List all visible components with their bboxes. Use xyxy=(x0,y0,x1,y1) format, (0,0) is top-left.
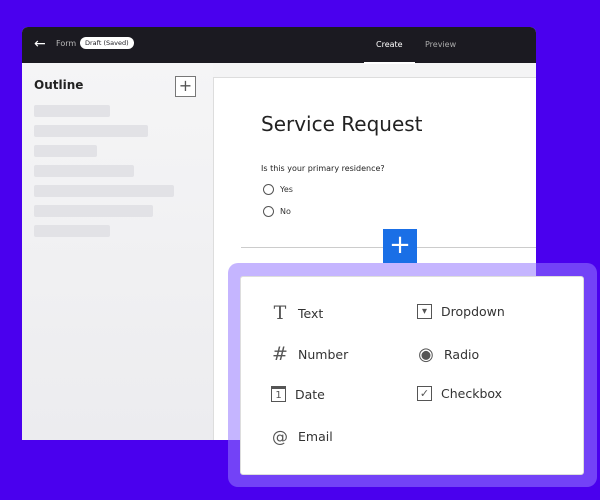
skeleton-item xyxy=(34,185,174,197)
skeleton-item xyxy=(34,125,148,137)
radio-option-yes[interactable]: Yes xyxy=(263,184,293,195)
menu-item-email[interactable]: @ Email xyxy=(271,426,333,446)
menu-item-radio[interactable]: ◉ Radio xyxy=(417,343,480,365)
question-label: Is this your primary residence? xyxy=(261,164,385,173)
tab-create[interactable]: Create xyxy=(364,40,415,64)
skeleton-item xyxy=(34,145,97,157)
menu-item-checkbox[interactable]: ✓ Checkbox xyxy=(417,386,502,401)
field-type-menu: T Text # Number 1 Date @ Email ▾ Dropdown ◉ Ra… xyxy=(240,276,584,475)
status-badge: Draft (Saved) xyxy=(80,37,134,49)
skeleton-item xyxy=(34,105,110,117)
outline-sidebar: Outline + xyxy=(22,63,213,440)
add-outline-button[interactable]: + xyxy=(175,76,196,97)
checkbox-icon: ✓ xyxy=(417,386,432,401)
menu-item-dropdown[interactable]: ▾ Dropdown xyxy=(417,304,505,319)
option-label: No xyxy=(280,207,291,216)
menu-item-label: Radio xyxy=(444,346,480,362)
menu-item-number[interactable]: # Number xyxy=(271,343,349,365)
skeleton-item xyxy=(34,205,153,217)
menu-item-text[interactable]: T Text xyxy=(271,302,324,324)
dropdown-icon: ▾ xyxy=(417,304,432,319)
text-icon: T xyxy=(273,302,287,324)
form-label: Form xyxy=(56,39,77,48)
arrow-left-icon[interactable]: ← xyxy=(34,36,46,52)
hash-icon: # xyxy=(272,343,288,365)
tab-preview[interactable]: Preview xyxy=(425,40,457,49)
menu-item-label: Text xyxy=(298,305,324,321)
skeleton-item xyxy=(34,225,110,237)
radio-option-no[interactable]: No xyxy=(263,206,291,217)
menu-item-date[interactable]: 1 Date xyxy=(271,386,325,402)
radio-icon: ◉ xyxy=(418,343,434,365)
radio-icon[interactable] xyxy=(263,184,274,195)
calendar-icon: 1 xyxy=(271,386,286,402)
header: ← Form Draft (Saved) Create Preview xyxy=(22,27,536,64)
option-label: Yes xyxy=(280,185,293,194)
menu-item-label: Number xyxy=(298,346,349,362)
add-field-button[interactable]: + xyxy=(383,229,417,263)
skeleton-item xyxy=(34,165,134,177)
menu-item-label: Dropdown xyxy=(441,304,505,319)
at-icon: @ xyxy=(272,426,288,446)
menu-item-label: Date xyxy=(295,386,325,402)
menu-item-label: Email xyxy=(298,428,333,444)
menu-item-label: Checkbox xyxy=(441,386,503,401)
outline-title: Outline xyxy=(34,78,84,92)
radio-icon[interactable] xyxy=(263,206,274,217)
form-title[interactable]: Service Request xyxy=(261,112,423,136)
